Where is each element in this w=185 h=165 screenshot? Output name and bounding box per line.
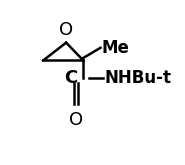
- Text: O: O: [69, 111, 83, 129]
- Text: Me: Me: [102, 39, 130, 57]
- Text: C: C: [64, 69, 78, 87]
- Text: NHBu-t: NHBu-t: [105, 69, 172, 87]
- Text: O: O: [59, 21, 73, 39]
